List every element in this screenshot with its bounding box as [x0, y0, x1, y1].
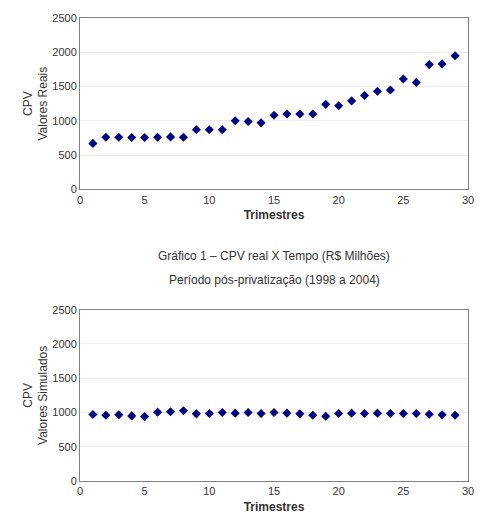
svg-text:10: 10	[203, 194, 215, 206]
svg-text:1500: 1500	[52, 80, 76, 92]
svg-text:Trimestres: Trimestres	[244, 500, 305, 514]
svg-text:2000: 2000	[52, 338, 76, 350]
svg-text:CPVValores Simulados: CPVValores Simulados	[21, 346, 51, 445]
svg-text:15: 15	[268, 194, 280, 206]
svg-text:1500: 1500	[52, 372, 76, 384]
svg-text:25: 25	[397, 485, 409, 497]
svg-text:500: 500	[58, 441, 76, 453]
svg-text:30: 30	[462, 194, 474, 206]
svg-text:Período pós-privatização (1998: Período pós-privatização (1998 a 2004)	[169, 273, 380, 287]
svg-text:2500: 2500	[52, 304, 76, 316]
svg-text:0: 0	[77, 485, 83, 497]
svg-text:15: 15	[268, 485, 280, 497]
svg-text:20: 20	[333, 194, 345, 206]
svg-text:1000: 1000	[52, 115, 76, 127]
svg-text:500: 500	[58, 149, 76, 161]
svg-text:0: 0	[77, 194, 83, 206]
svg-text:Gráfico 1 – CPV real X Tempo (: Gráfico 1 – CPV real X Tempo (R$ Milhões…	[158, 249, 390, 263]
svg-text:0: 0	[71, 183, 77, 195]
svg-text:2500: 2500	[52, 12, 76, 24]
svg-text:2000: 2000	[52, 46, 76, 58]
svg-text:5: 5	[142, 485, 148, 497]
svg-text:10: 10	[203, 485, 215, 497]
svg-text:CPVValores Reais: CPVValores Reais	[21, 67, 51, 141]
svg-text:Trimestres: Trimestres	[244, 208, 305, 222]
svg-text:5: 5	[142, 194, 148, 206]
svg-text:30: 30	[462, 485, 474, 497]
svg-text:1000: 1000	[52, 406, 76, 418]
svg-text:0: 0	[71, 475, 77, 487]
svg-text:20: 20	[333, 485, 345, 497]
svg-text:25: 25	[397, 194, 409, 206]
